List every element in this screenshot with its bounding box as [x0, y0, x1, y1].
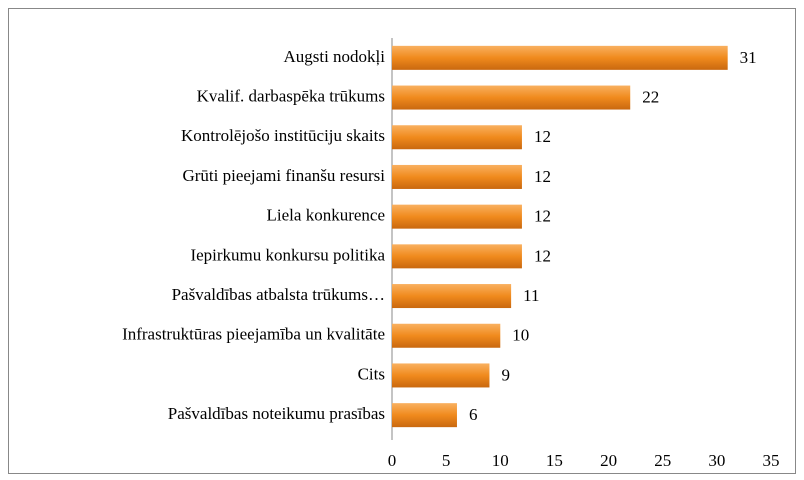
bar — [392, 284, 512, 309]
x-tick-label: 5 — [442, 451, 451, 470]
x-tick-label: 15 — [546, 451, 563, 470]
y-tick-label: Kvalif. darbaspēka trūkums — [197, 86, 385, 105]
y-tick-label: Infrastruktūras pieejamība un kvalitāte — [122, 325, 385, 344]
bar — [392, 45, 728, 70]
x-tick-label: 10 — [492, 451, 509, 470]
y-tick-label: Cits — [358, 364, 385, 383]
x-tick-label: 25 — [654, 451, 671, 470]
data-label: 12 — [534, 127, 551, 146]
bar — [392, 323, 501, 348]
bar — [392, 85, 631, 110]
data-label: 11 — [523, 286, 539, 305]
bar — [392, 403, 457, 428]
data-label: 6 — [469, 405, 478, 424]
data-label: 12 — [534, 246, 551, 265]
y-tick-label: Augsti nodokļi — [283, 47, 385, 66]
data-label: 31 — [740, 48, 757, 67]
bar — [392, 244, 522, 269]
y-tick-label: Kontrolējošo institūciju skaits — [181, 126, 385, 145]
bar — [392, 204, 522, 229]
x-tick-label: 35 — [763, 451, 780, 470]
x-tick-label: 20 — [600, 451, 617, 470]
bar — [392, 125, 522, 150]
y-tick-label: Liela konkurence — [267, 206, 385, 225]
data-label: 12 — [534, 207, 551, 226]
data-label: 9 — [501, 365, 510, 384]
y-tick-label: Grūti pieejami finanšu resursi — [182, 166, 385, 185]
data-label: 12 — [534, 167, 551, 186]
x-tick-label: 30 — [708, 451, 725, 470]
y-tick-label: Pašvaldības atbalsta trūkums… — [172, 285, 385, 304]
y-tick-label: Pašvaldības noteikumu prasības — [168, 404, 385, 423]
bar — [392, 363, 490, 388]
bar — [392, 164, 522, 189]
data-label: 10 — [512, 326, 529, 345]
x-tick-label: 0 — [388, 451, 397, 470]
data-label: 22 — [642, 87, 659, 106]
y-tick-label: Iepirkumu konkursu politika — [190, 245, 385, 264]
